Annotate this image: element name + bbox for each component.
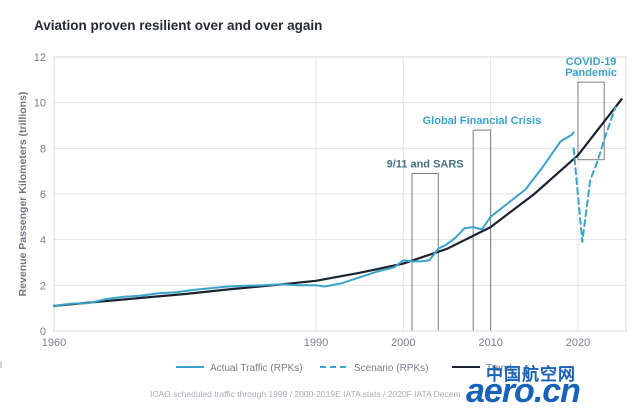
event-label: COVID-19 [566,56,617,68]
x-tick-label: 1990 [304,337,328,349]
left-edge-mark: l [0,360,2,370]
x-tick-label: 2010 [478,337,502,349]
event-label: Global Financial Crisis [423,115,542,127]
y-tick-label: 12 [34,52,46,64]
x-tick-label: 2020 [566,337,590,349]
legend-label: Trend [486,363,512,374]
series-layer [52,98,623,307]
y-tick-label: 8 [40,143,46,155]
legend-label: Scenario (RPKs) [354,363,428,374]
series-line-actual-traffic-rpks [53,131,575,307]
watermark-en: aero.cn [466,372,581,410]
y-tick-label: 10 [34,98,46,110]
plot-frame [53,56,627,332]
series-line-scenario-rpks [572,106,617,243]
grid-layer [53,56,626,332]
source-note: ICAO scheduled traffic through 1999 / 20… [150,389,461,399]
y-tick-label: 2 [40,280,46,292]
legend-label: Actual Traffic (RPKs) [210,363,303,374]
y-tick-label: 4 [40,235,46,247]
event-label: 9/11 and SARS [387,158,464,170]
y-tick-label: 6 [40,189,46,201]
series-line-trend [52,98,623,307]
y-axis-label: Revenue Passenger Kilometers (trillions) [17,92,29,297]
x-tick-label: 1960 [42,337,66,349]
axis-layer: 0 2 4 6 8 10 12 1960 1990 2000 2010 2020 [34,52,627,349]
y-tick-label: 0 [40,326,46,338]
watermark-cn: 中国航空网 [486,365,576,384]
event-label: Pandemic [565,67,617,79]
event-label-layer: 9/11 and SARS Global Financial Crisis COVI… [387,56,617,170]
x-tick-label: 2000 [391,337,415,349]
legend: Actual Traffic (RPKs) Scenario (RPKs) Tren… [176,363,512,374]
chart-title: Aviation proven resilient over and over … [34,18,323,33]
